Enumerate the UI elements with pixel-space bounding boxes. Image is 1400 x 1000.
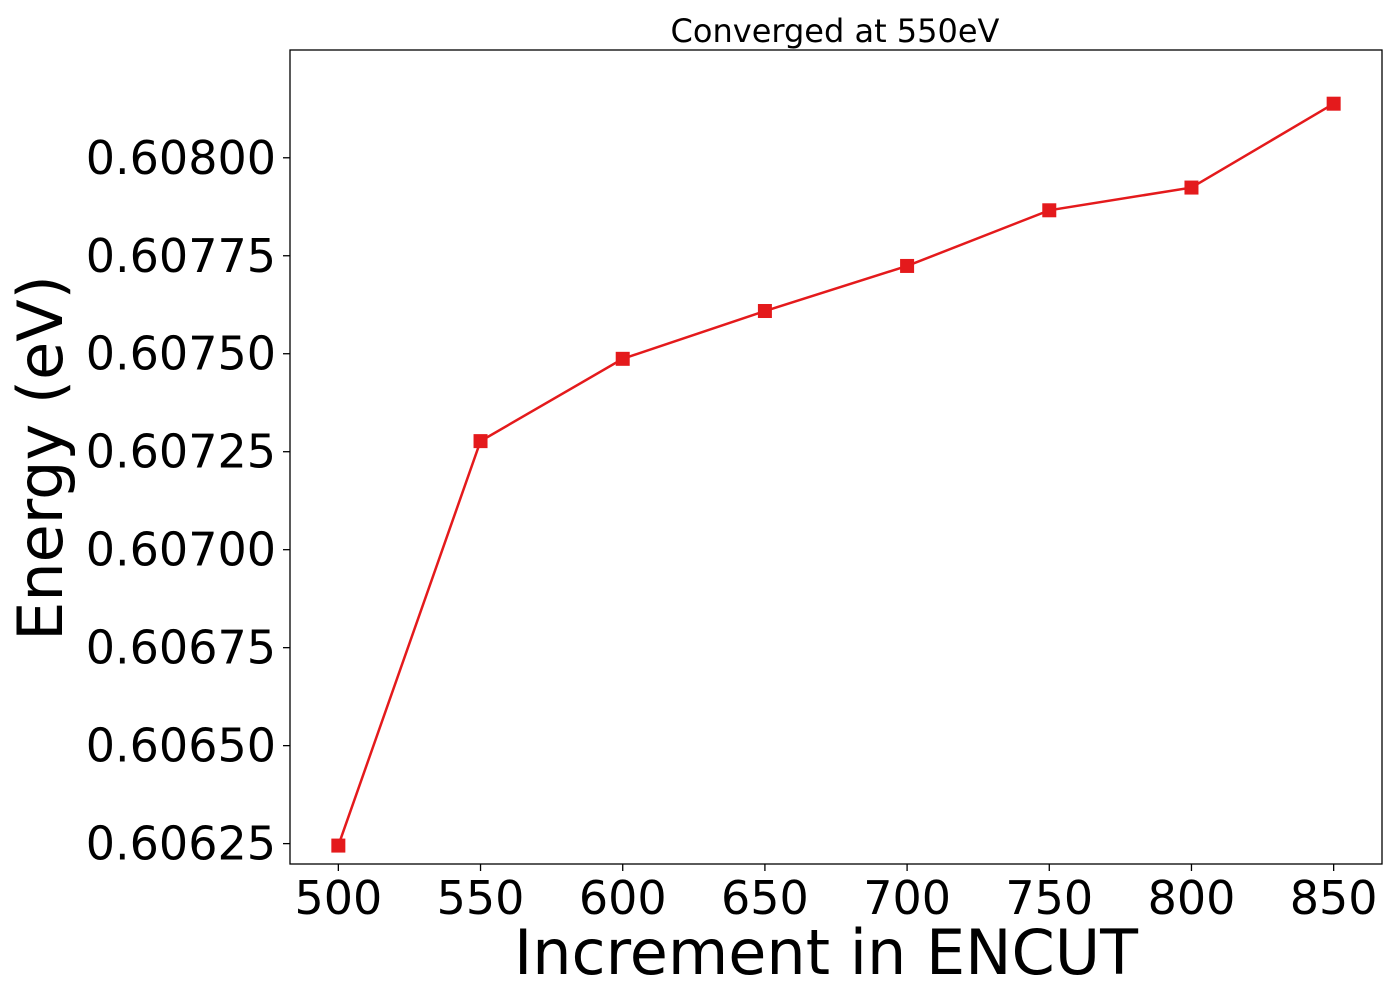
x-tick-label: 700 (863, 871, 951, 925)
data-point (473, 434, 488, 449)
x-tick-label: 500 (294, 871, 382, 925)
data-point (757, 304, 772, 319)
series-line (337, 102, 1335, 846)
y-tick-label: 0.60625 (86, 817, 276, 871)
y-tick-label: 0.60650 (86, 719, 276, 773)
x-tick-label: 750 (1005, 871, 1093, 925)
data-point (1184, 180, 1199, 195)
y-tick-label: 0.60700 (86, 523, 276, 577)
chart-title: Converged at 550eV (671, 12, 1000, 50)
series-markers (331, 96, 1341, 853)
x-tick-label: 650 (721, 871, 809, 925)
x-tick-label: 800 (1148, 871, 1236, 925)
y-tick-label: 0.60750 (86, 327, 276, 381)
data-point (615, 351, 630, 366)
x-axis-ticks: 500 550 600 650 700 750 800 850 (294, 864, 1378, 925)
y-axis-label: Energy (eV) (4, 275, 77, 641)
y-tick-label: 0.60675 (86, 621, 276, 675)
data-point (331, 838, 346, 853)
x-tick-label: 850 (1290, 871, 1378, 925)
data-point (1042, 203, 1057, 218)
y-axis-ticks: 0.60625 0.60650 0.60675 0.60700 0.60725 0.607… (86, 131, 290, 871)
x-tick-label: 550 (437, 871, 525, 925)
x-axis-label: Increment in ENCUT (514, 916, 1139, 989)
y-tick-label: 0.60800 (86, 131, 276, 185)
y-tick-label: 0.60725 (86, 425, 276, 479)
plot-frame (289, 49, 1383, 865)
y-tick-label: 0.60775 (86, 229, 276, 283)
data-point (900, 258, 915, 273)
data-point (1326, 96, 1341, 111)
x-tick-label: 600 (579, 871, 667, 925)
